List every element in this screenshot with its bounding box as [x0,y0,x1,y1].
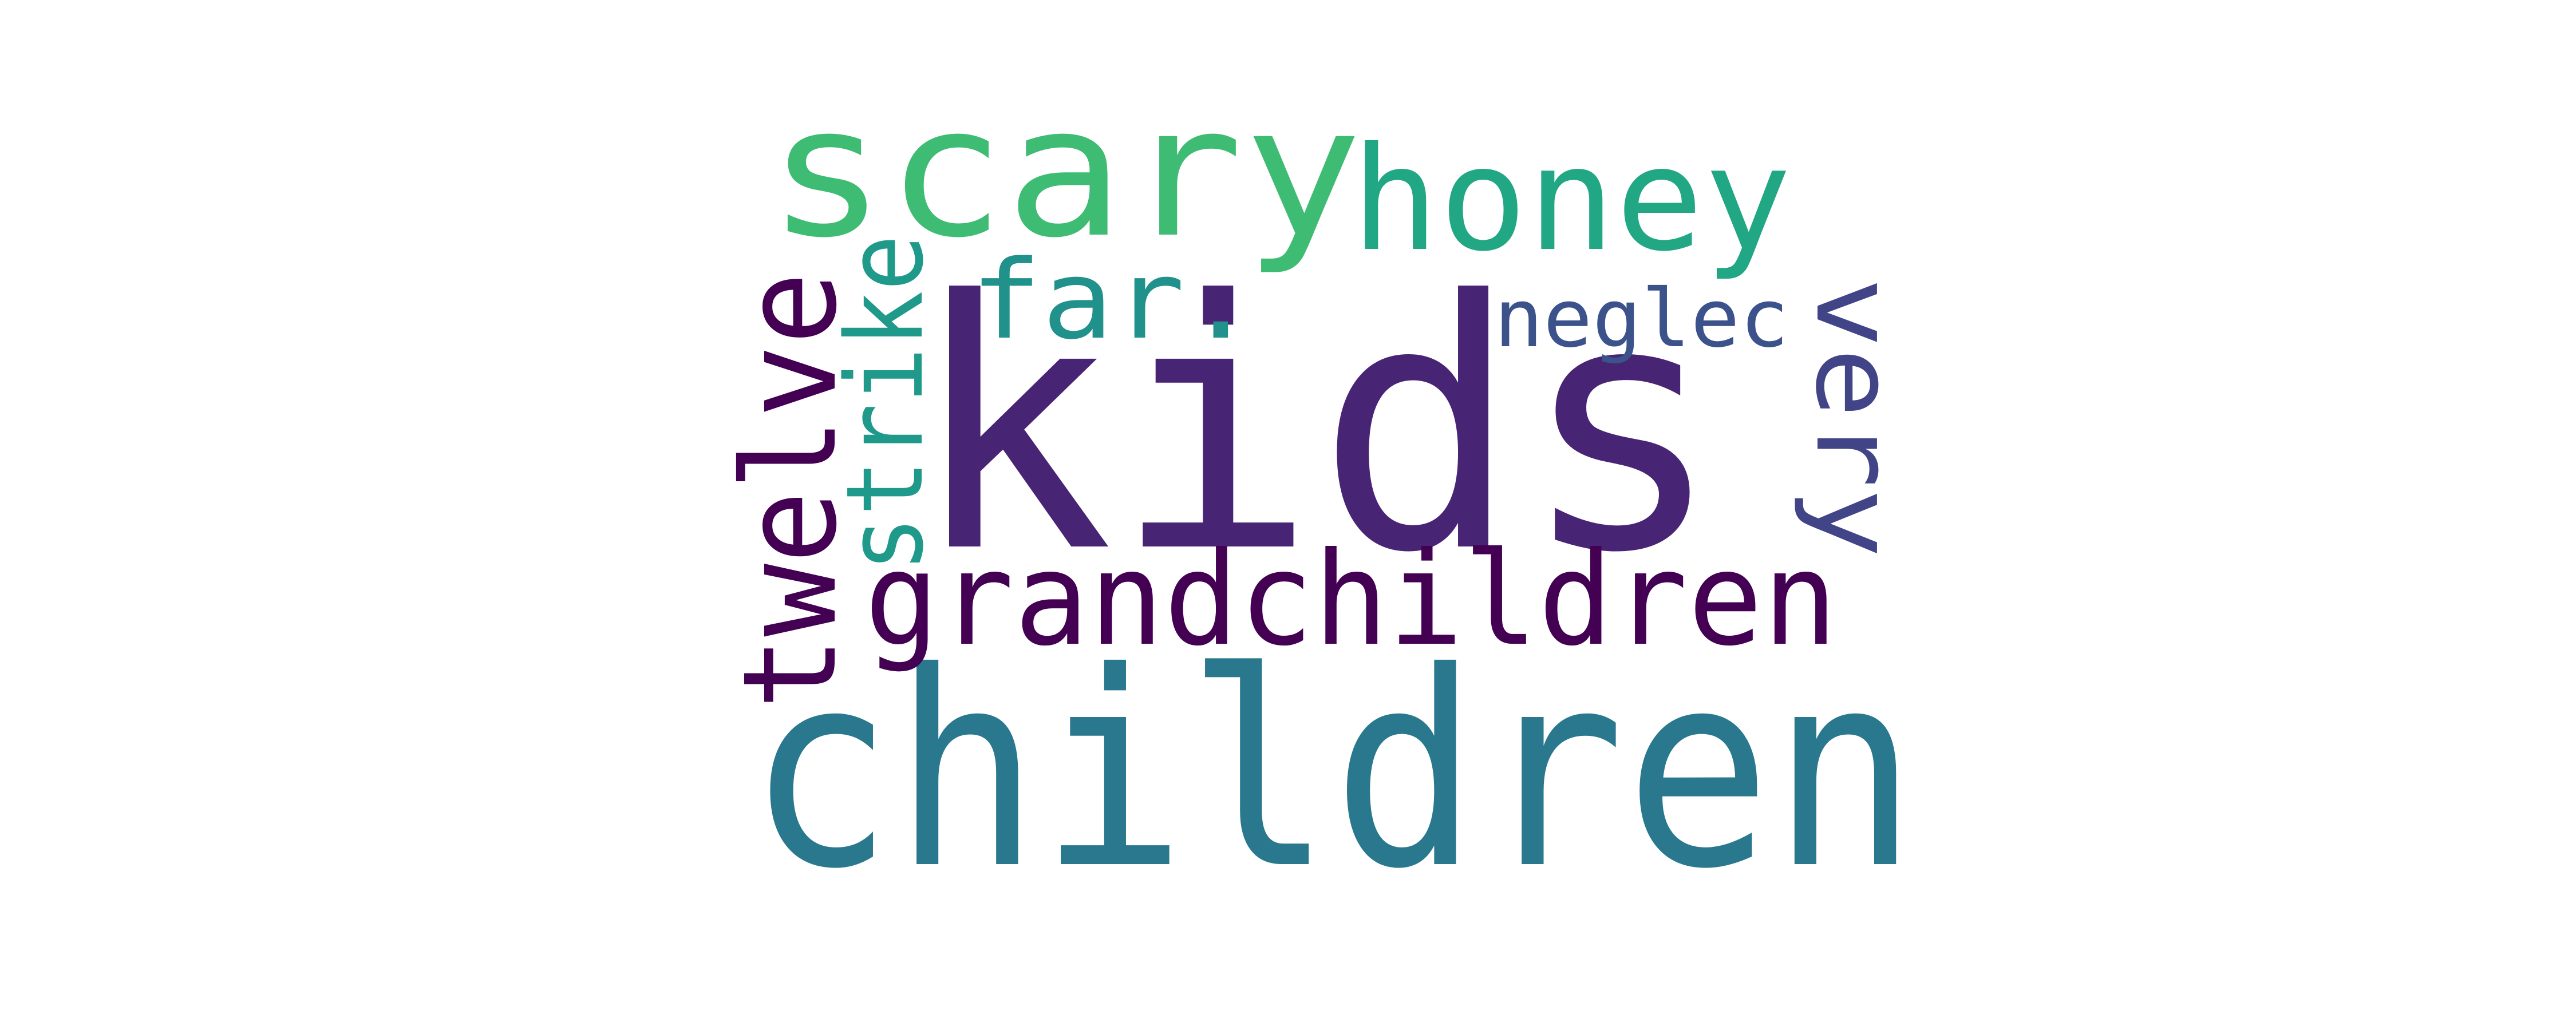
word-twelve: twelve [716,272,866,710]
word-scary: scary [767,68,1362,278]
word-children: children [747,615,1918,928]
word-very: very [1792,278,1918,558]
word-far: far. [970,237,1257,363]
word-honey: honey [1351,116,1792,283]
word-kids: kids [910,228,1723,628]
word-grandchildren: grandchildren [864,525,1838,675]
word-neglec: neglec [1494,272,1789,366]
word-strike: strike [823,235,947,572]
